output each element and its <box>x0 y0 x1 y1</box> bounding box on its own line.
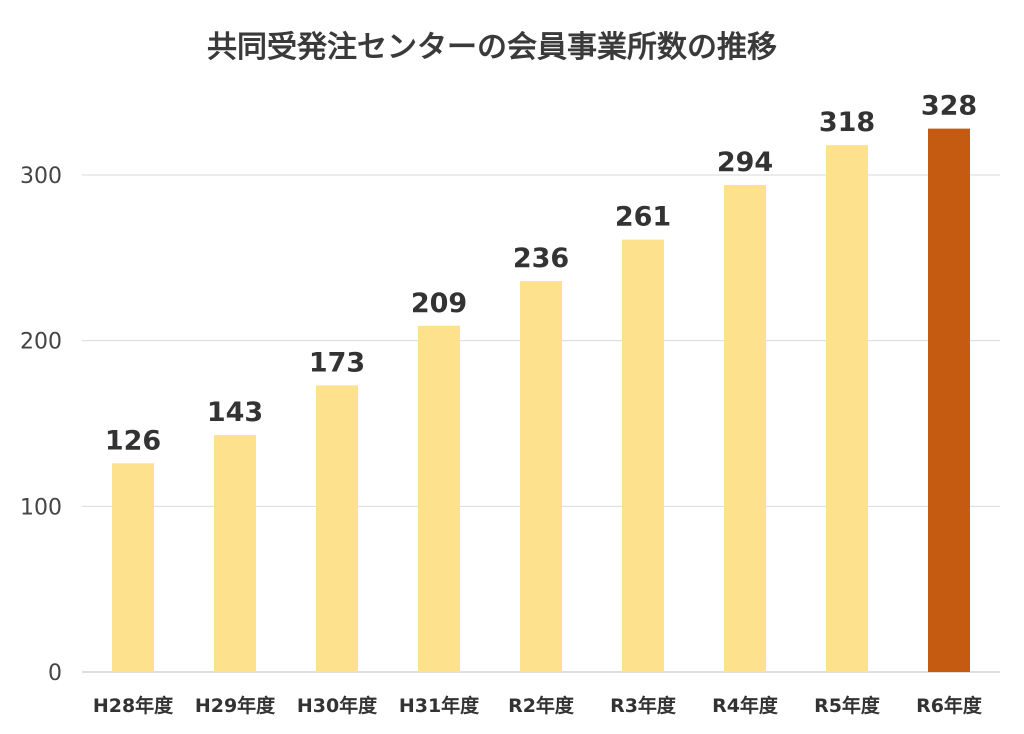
data-label-9: 328 <box>921 91 977 122</box>
bar-4 <box>418 325 460 672</box>
data-label-6: 261 <box>615 202 671 233</box>
bar-7 <box>724 184 766 672</box>
x-tick-label-5: R2年度 <box>508 694 575 717</box>
bar-9 <box>928 128 970 672</box>
chart-title: 共同受発注センターの会員事業所数の推移 <box>207 30 777 65</box>
x-tick-label-7: R4年度 <box>712 694 779 717</box>
x-tick-label-1: H28年度 <box>93 694 174 717</box>
bar-5 <box>520 281 562 672</box>
x-tick-label-3: H30年度 <box>297 694 378 717</box>
y-tick-label-300: 300 <box>20 164 62 189</box>
bar-3 <box>316 385 358 672</box>
x-tick-label-8: R5年度 <box>814 694 881 717</box>
data-label-1: 126 <box>105 425 161 456</box>
data-label-2: 143 <box>207 397 263 428</box>
bars <box>112 128 970 673</box>
data-label-5: 236 <box>513 243 569 274</box>
x-tick-label-9: R6年度 <box>916 694 983 717</box>
bar-2 <box>214 435 256 672</box>
bar-1 <box>112 463 154 672</box>
x-tick-label-6: R3年度 <box>610 694 677 717</box>
data-label-4: 209 <box>411 288 467 319</box>
x-tick-label-4: H31年度 <box>399 694 480 717</box>
data-label-3: 173 <box>309 347 365 378</box>
y-tick-label-0: 0 <box>48 661 62 686</box>
x-tick-label-2: H29年度 <box>195 694 276 717</box>
bar-8 <box>826 145 868 672</box>
y-tick-label-200: 200 <box>20 330 62 355</box>
data-label-8: 318 <box>819 107 875 138</box>
y-tick-label-100: 100 <box>20 495 62 520</box>
data-label-7: 294 <box>717 147 773 178</box>
y-axis-ticks: 0 100 200 300 <box>20 164 62 686</box>
x-axis-ticks: H28年度 H29年度 H30年度 H31年度 R2年度 R3年度 R4年度 R5年度 R6年度 <box>93 694 983 717</box>
bar-6 <box>622 239 664 673</box>
data-labels: 126 143 173 209 236 261 294 318 328 <box>105 91 977 457</box>
